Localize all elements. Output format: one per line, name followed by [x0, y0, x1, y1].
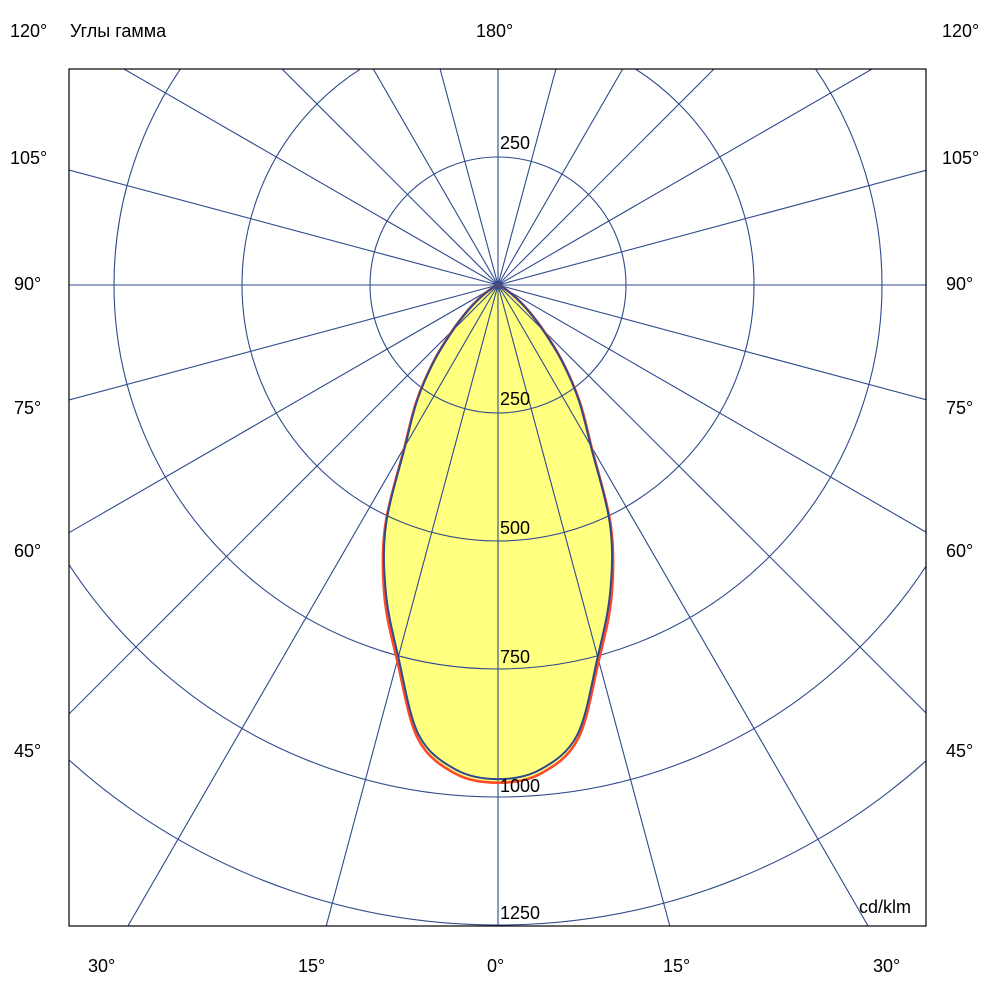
- ring-grid-line: [69, 563, 926, 798]
- radial-grid-line: [497, 69, 557, 286]
- radial-grid-line: [69, 284, 499, 715]
- bottom-angle-label: 30°: [873, 956, 901, 976]
- radial-grid-line: [497, 169, 926, 286]
- radial-grid-line: [123, 69, 499, 286]
- left-angle-label: 90°: [14, 274, 42, 294]
- plot-frame: [68, 68, 927, 927]
- radial-grid-line: [497, 284, 869, 926]
- left-angle-label: 120°: [10, 21, 48, 41]
- ring-grid-line: [113, 69, 883, 670]
- bottom-angle-label: 15°: [298, 956, 326, 976]
- radial-tick-label: 500: [500, 518, 531, 538]
- bottom-angle-label: 0°: [487, 956, 505, 976]
- radial-tick-label: 750: [500, 647, 531, 667]
- left-angle-label: 45°: [14, 741, 42, 761]
- chart-title: Углы гамма: [70, 21, 167, 41]
- radial-grid-line: [372, 69, 499, 286]
- radial-grid-line: [497, 69, 715, 286]
- bottom-angle-label: 30°: [88, 956, 116, 976]
- left-angle-label: 60°: [14, 541, 42, 561]
- radial-grid-line: [69, 284, 499, 534]
- radial-tick-label-top: 250: [500, 133, 531, 153]
- left-angle-label: 105°: [10, 148, 48, 168]
- unit-label: cd/klm: [859, 897, 912, 917]
- right-angle-label: 120°: [942, 21, 980, 41]
- top-angle-label: 180°: [476, 21, 514, 41]
- right-angle-label: 105°: [942, 148, 980, 168]
- right-angle-label: 45°: [946, 741, 974, 761]
- ring-grid-line: [241, 69, 755, 542]
- radial-grid-line: [127, 284, 499, 926]
- radial-tick-label: 1250: [500, 903, 541, 923]
- right-angle-label: 90°: [946, 274, 974, 294]
- radial-grid-line: [497, 284, 671, 926]
- radial-grid-line: [497, 284, 926, 401]
- radial-tick-label: 1000: [500, 776, 541, 796]
- radial-grid-line: [69, 284, 499, 401]
- left-angle-label: 75°: [14, 398, 42, 418]
- intensity-curve-2: [382, 284, 614, 781]
- radial-grid-line: [497, 69, 873, 286]
- right-angle-label: 75°: [946, 398, 974, 418]
- radial-grid-line: [439, 69, 499, 286]
- radial-tick-label: 250: [500, 389, 531, 409]
- radial-grid-line: [497, 284, 926, 714]
- bottom-angle-label: 15°: [663, 956, 691, 976]
- radial-grid-line: [281, 69, 499, 286]
- radial-grid-line: [497, 69, 624, 286]
- ring-grid-line: [369, 156, 627, 414]
- right-angle-label: 60°: [946, 541, 974, 561]
- radial-grid-line: [325, 284, 499, 926]
- radial-grid-line: [69, 169, 499, 286]
- ring-grid-line: [69, 758, 926, 926]
- radial-grid-line: [497, 284, 926, 533]
